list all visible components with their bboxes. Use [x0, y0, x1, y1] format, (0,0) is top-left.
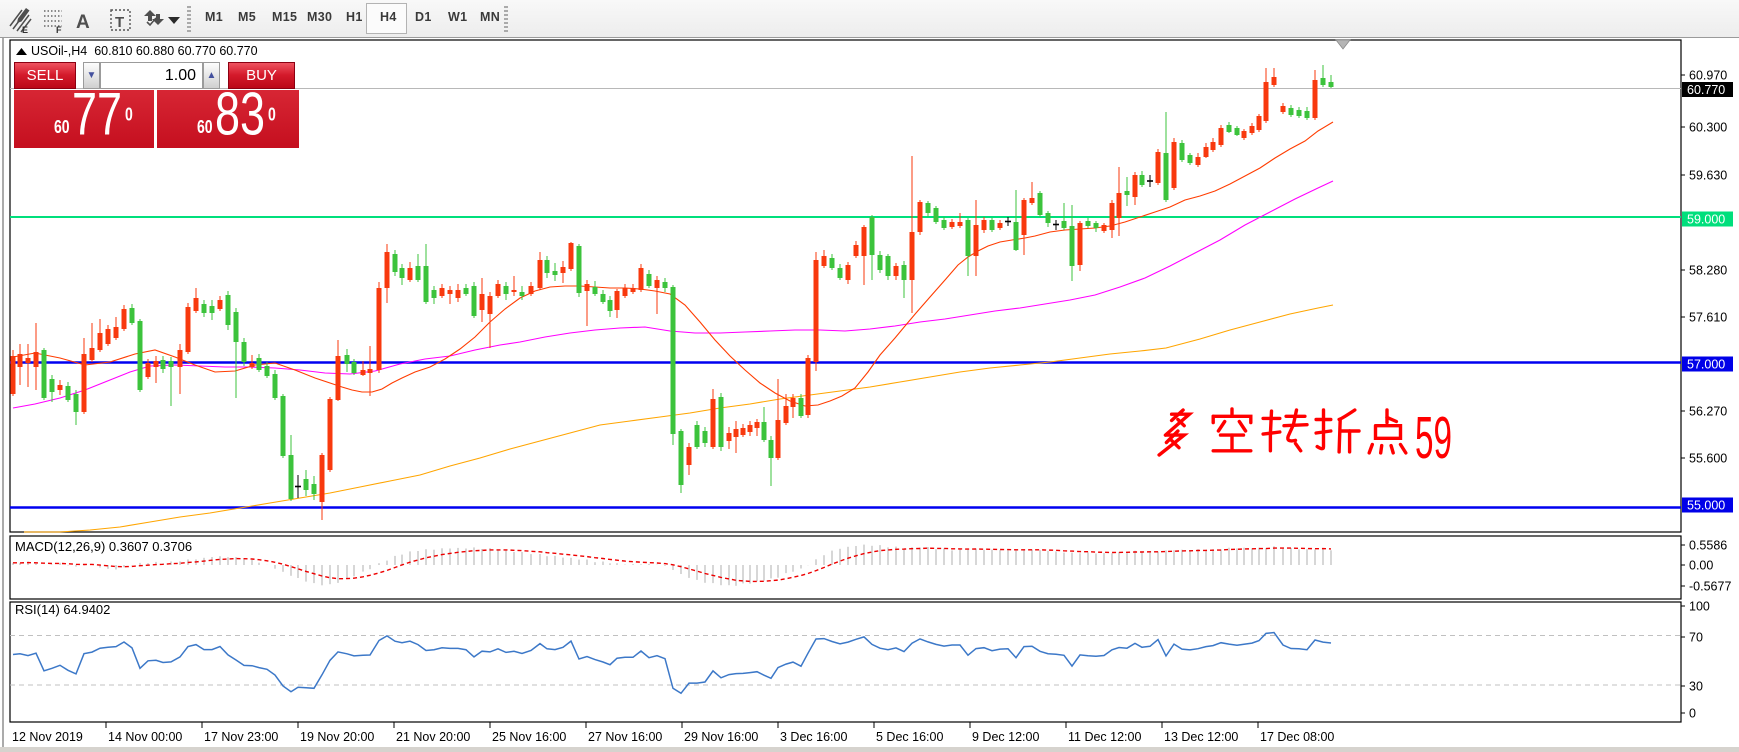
svg-text:60.970: 60.970 — [1689, 69, 1727, 83]
svg-text:9 Dec 12:00: 9 Dec 12:00 — [972, 730, 1039, 744]
svg-text:0.5586: 0.5586 — [1689, 539, 1727, 553]
svg-text:MACD(12,26,9) 0.3607 0.3706: MACD(12,26,9) 0.3607 0.3706 — [15, 539, 192, 554]
svg-text:19 Nov 20:00: 19 Nov 20:00 — [300, 730, 374, 744]
svg-text:13 Dec 12:00: 13 Dec 12:00 — [1164, 730, 1238, 744]
svg-text:21 Nov 20:00: 21 Nov 20:00 — [396, 730, 470, 744]
svg-text:55.600: 55.600 — [1689, 452, 1727, 466]
svg-text:59.630: 59.630 — [1689, 169, 1727, 183]
svg-text:12 Nov 2019: 12 Nov 2019 — [12, 730, 83, 744]
svg-text:100: 100 — [1689, 600, 1710, 614]
svg-text:0.00: 0.00 — [1689, 559, 1713, 573]
svg-text:57.000: 57.000 — [1687, 358, 1725, 372]
svg-text:59: 59 — [1415, 405, 1452, 472]
svg-text:3 Dec 16:00: 3 Dec 16:00 — [780, 730, 847, 744]
svg-text:A: A — [76, 12, 90, 33]
svg-text:25 Nov 16:00: 25 Nov 16:00 — [492, 730, 566, 744]
svg-text:5 Dec 16:00: 5 Dec 16:00 — [876, 730, 943, 744]
svg-text:T: T — [115, 14, 124, 31]
svg-text:59.000: 59.000 — [1687, 213, 1725, 227]
svg-text:55.000: 55.000 — [1687, 499, 1725, 513]
svg-text:RSI(14) 64.9402: RSI(14) 64.9402 — [15, 602, 110, 617]
svg-text:70: 70 — [1689, 631, 1703, 645]
svg-text:USOil-,H4 60.810 60.880 60.77: USOil-,H4 60.810 60.880 60.770 60.770 — [31, 44, 258, 58]
svg-text:58.280: 58.280 — [1689, 264, 1727, 278]
svg-text:60.770: 60.770 — [1687, 83, 1725, 97]
svg-text:60.300: 60.300 — [1689, 121, 1727, 135]
svg-text:56.270: 56.270 — [1689, 405, 1727, 419]
svg-text:30: 30 — [1689, 680, 1703, 694]
svg-text:29 Nov 16:00: 29 Nov 16:00 — [684, 730, 758, 744]
svg-text:14 Nov 00:00: 14 Nov 00:00 — [108, 730, 182, 744]
svg-text:E: E — [22, 25, 28, 35]
svg-text:17 Dec 08:00: 17 Dec 08:00 — [1260, 730, 1334, 744]
svg-text:F: F — [56, 25, 62, 35]
svg-text:57.610: 57.610 — [1689, 311, 1727, 325]
svg-text:11 Dec 12:00: 11 Dec 12:00 — [1068, 730, 1141, 744]
svg-text:-0.5677: -0.5677 — [1689, 580, 1731, 594]
svg-text:0: 0 — [1689, 707, 1696, 721]
svg-text:27 Nov 16:00: 27 Nov 16:00 — [588, 730, 662, 744]
svg-text:17 Nov 23:00: 17 Nov 23:00 — [204, 730, 278, 744]
